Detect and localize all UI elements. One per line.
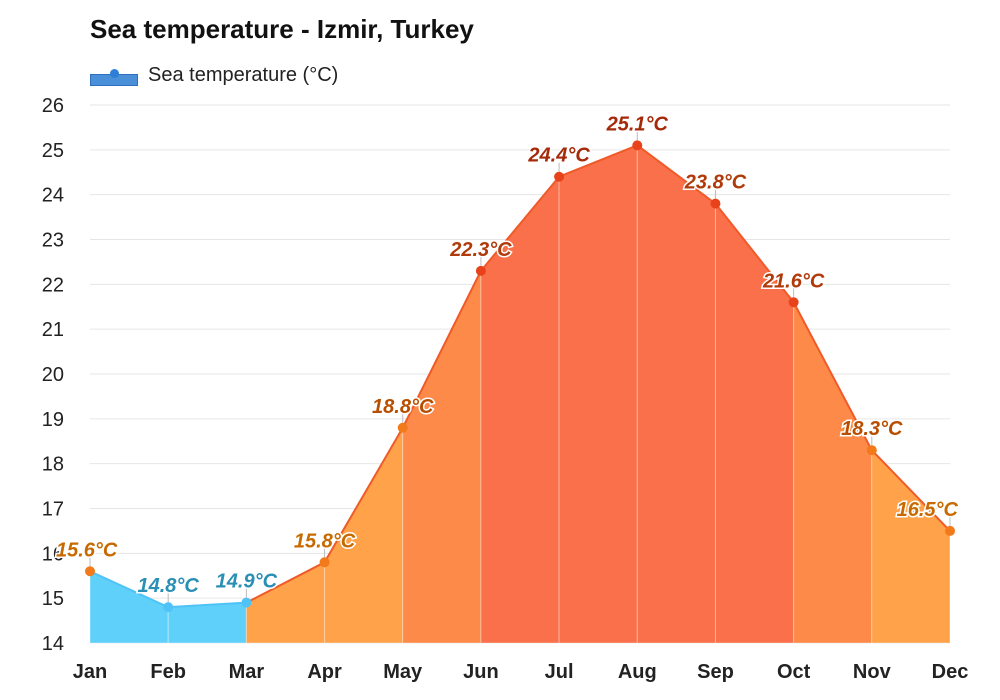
data-point [632, 140, 643, 151]
data-point [397, 422, 408, 433]
y-tick-label: 22 [42, 274, 64, 296]
series-line-segment [636, 144, 717, 205]
data-point [319, 557, 330, 568]
area-segment [558, 144, 638, 644]
data-point [945, 525, 955, 536]
x-tick-label: Jun [463, 661, 499, 683]
x-tick-label: Jan [73, 661, 107, 683]
data-point [710, 198, 721, 209]
y-tick-label: 26 [42, 95, 64, 117]
x-tick-label: Dec [932, 661, 969, 683]
x-tick-label: Jul [545, 661, 574, 683]
x-tick-label: Oct [777, 661, 811, 683]
series-line-segment [792, 301, 873, 451]
x-tick-label: Aug [618, 661, 657, 683]
chart-title: Sea temperature - Izmir, Turkey [90, 14, 474, 44]
y-tick-label: 15 [42, 588, 64, 610]
data-label: 24.4°C [527, 145, 590, 167]
series-line-segment [871, 449, 951, 532]
data-label: 25.1°C [606, 113, 669, 135]
area-segment [636, 144, 716, 644]
series-line-segment [714, 203, 795, 303]
data-point [554, 171, 565, 182]
x-tick-label: Sep [697, 661, 734, 683]
data-label: 22.3°C [449, 239, 512, 261]
y-tick-label: 14 [42, 633, 64, 655]
area-segment [167, 602, 247, 644]
y-tick-label: 20 [42, 364, 64, 386]
x-tick-label: Nov [853, 661, 892, 683]
data-label: 16.5°C [897, 499, 959, 521]
x-tick-label: May [383, 661, 423, 683]
y-tick-label: 23 [42, 230, 64, 252]
y-tick-label: 21 [42, 319, 64, 341]
legend-swatch-icon [90, 62, 138, 88]
series-line-segment [480, 176, 560, 272]
area-segment [871, 448, 951, 644]
data-point [163, 602, 174, 613]
series-line-segment [245, 561, 326, 604]
series-line-segment [558, 144, 638, 178]
data-label: 18.3°C [841, 418, 903, 440]
data-label: 18.8°C [372, 396, 434, 418]
series-line-segment [323, 427, 404, 563]
y-tick-label: 25 [42, 140, 64, 162]
data-label: 14.9°C [216, 571, 278, 593]
x-tick-label: Feb [150, 661, 186, 683]
data-label: 23.8°C [684, 172, 747, 194]
legend-label: Sea temperature (°C) [148, 63, 339, 86]
area-segment [793, 302, 873, 644]
data-label: 21.6°C [762, 270, 825, 292]
series-line-segment [168, 601, 247, 609]
data-point [85, 566, 95, 577]
y-tick-label: 19 [42, 409, 64, 431]
data-label: 15.8°C [294, 530, 356, 552]
data-point [241, 597, 252, 608]
y-tick-label: 18 [42, 454, 64, 476]
y-tick-label: 16 [42, 543, 64, 565]
x-tick-label: Apr [307, 661, 342, 683]
y-tick-label: 24 [42, 185, 64, 207]
x-tick-label: Mar [229, 661, 265, 683]
area-segment [402, 270, 482, 644]
series-line-segment [89, 570, 169, 609]
legend[interactable]: Sea temperature (°C) [90, 62, 338, 88]
data-point [788, 297, 799, 308]
data-label: 15.6°C [56, 539, 118, 561]
series-line-segment [401, 270, 482, 429]
data-label: 14.8°C [137, 575, 199, 597]
data-point [866, 445, 877, 456]
data-point [475, 265, 486, 276]
y-tick-label: 17 [42, 499, 64, 521]
